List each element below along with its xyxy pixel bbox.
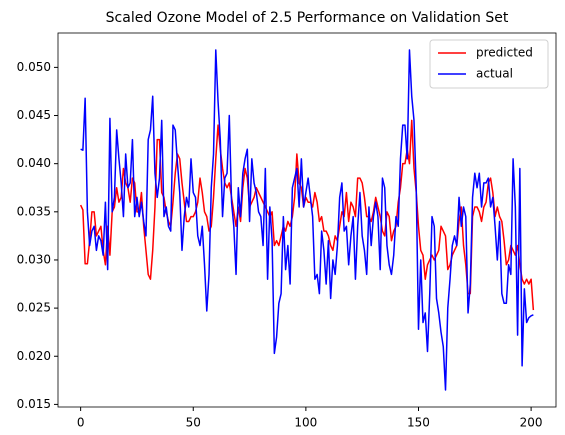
y-tick-label: 0.040 bbox=[17, 156, 51, 170]
y-tick-label: 0.030 bbox=[17, 252, 51, 266]
y-tick-label: 0.015 bbox=[17, 397, 51, 411]
chart-title: Scaled Ozone Model of 2.5 Performance on… bbox=[106, 10, 509, 26]
x-tick-label: 100 bbox=[294, 416, 317, 430]
legend-label: predicted bbox=[476, 46, 533, 60]
plot-frame bbox=[57, 32, 557, 408]
y-tick-label: 0.035 bbox=[17, 204, 51, 218]
y-tick-label: 0.020 bbox=[17, 349, 51, 363]
y-tick-label: 0.045 bbox=[17, 108, 51, 122]
x-tick-label: 0 bbox=[77, 416, 85, 430]
x-tick-label: 50 bbox=[186, 416, 201, 430]
y-tick-label: 0.025 bbox=[17, 301, 51, 315]
x-tick-label: 200 bbox=[520, 416, 543, 430]
x-tick-label: 150 bbox=[407, 416, 430, 430]
legend-box bbox=[429, 39, 549, 89]
y-tick-label: 0.050 bbox=[17, 60, 51, 74]
line-series bbox=[80, 49, 534, 391]
legend-label: actual bbox=[476, 67, 513, 81]
